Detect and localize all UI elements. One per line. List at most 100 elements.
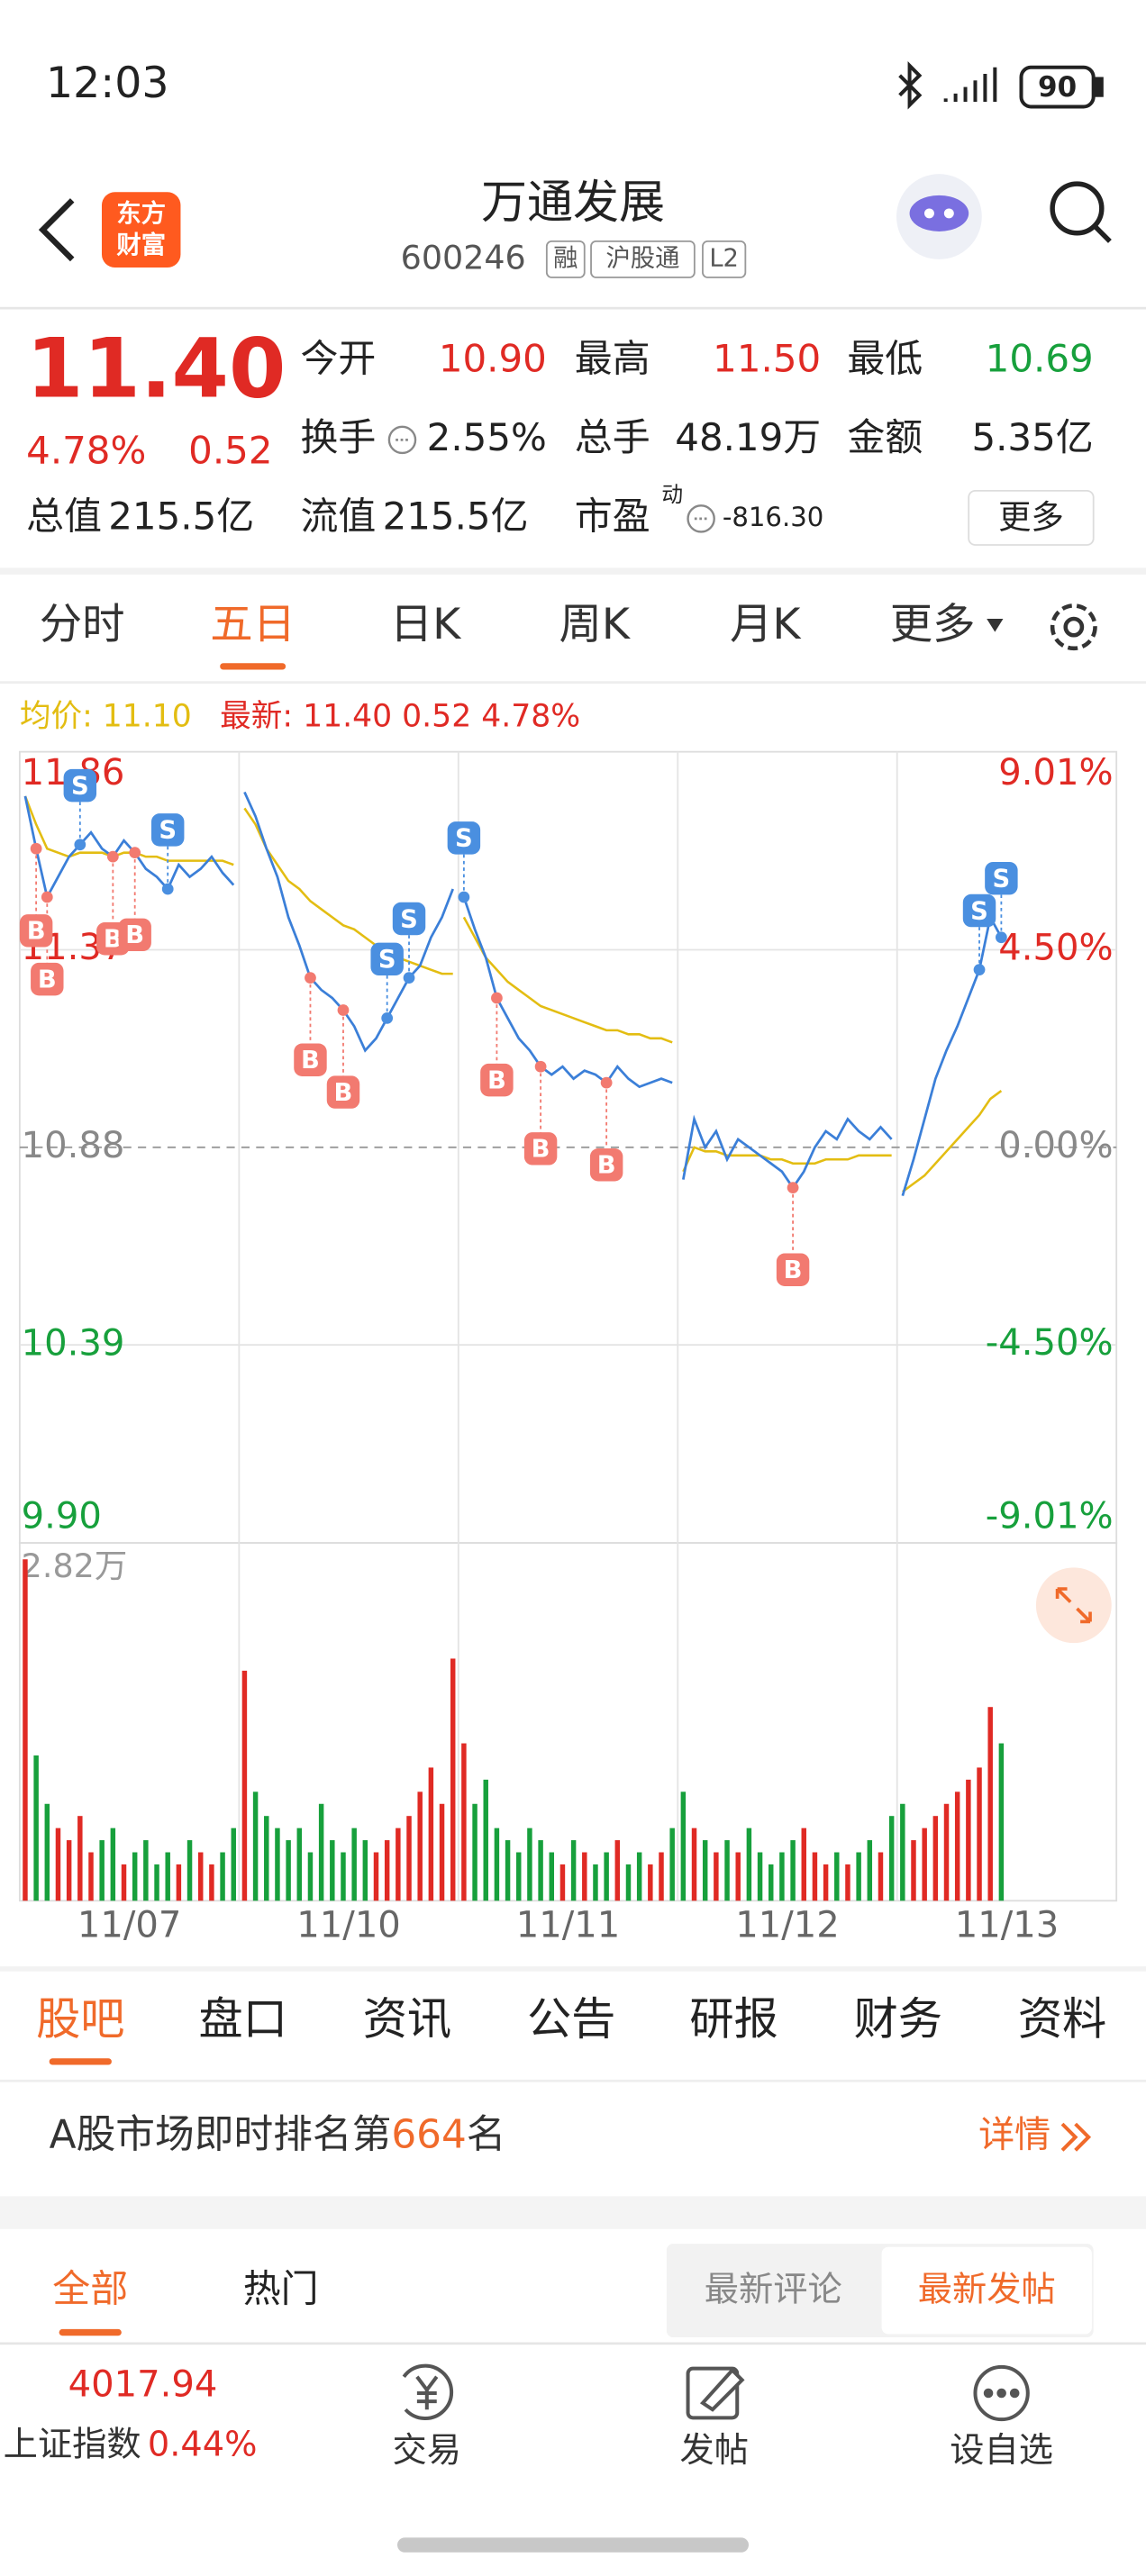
section-tab[interactable]: 股吧: [36, 1993, 124, 2045]
volume-bar: [801, 1828, 806, 1901]
volume-bar: [966, 1779, 971, 1901]
dropdown-arrow: [987, 619, 1004, 632]
back-button[interactable]: [38, 198, 75, 262]
status-icons: [898, 61, 1104, 110]
index-value[interactable]: 4017.94: [68, 2364, 218, 2406]
watchlist-dot: [983, 2388, 994, 2399]
expand-button[interactable]: [1035, 1567, 1112, 1644]
search-button[interactable]: [1050, 181, 1112, 243]
volume-bar: [362, 1840, 368, 1901]
index-change: 0.44%: [148, 2424, 258, 2464]
volume-bar: [845, 1864, 850, 1901]
trade-marker: [326, 1075, 360, 1109]
assistant-avatar[interactable]: [896, 174, 982, 259]
toggle-active-bg: [881, 2246, 1092, 2335]
sub-tab[interactable]: 全部: [52, 2267, 128, 2311]
field-label: 换手: [300, 415, 376, 459]
volume-bar: [186, 1840, 193, 1901]
gear-outline: [1050, 603, 1097, 651]
badge: 融: [553, 244, 578, 272]
y2-tick-label: 4.50%: [998, 927, 1113, 968]
section-tab[interactable]: 资料: [1018, 1993, 1106, 2045]
volume-bar: [659, 1852, 664, 1901]
section-tab[interactable]: 公告: [527, 1993, 615, 2045]
volume-bar: [669, 1828, 675, 1901]
field-value: 11.50: [713, 336, 821, 380]
bottom-nav: 交易 发帖 设自选: [393, 2430, 1053, 2471]
expand-bg: [1035, 1567, 1112, 1644]
section-tab[interactable]: 盘口: [199, 1993, 287, 2045]
y-tick-label: 10.39: [22, 1322, 125, 1364]
volume-bar: [55, 1828, 61, 1901]
post-icon-box: [686, 2366, 740, 2420]
volume-bar: [702, 1840, 708, 1901]
volume-bar: [132, 1852, 138, 1901]
field-value: 5.35亿: [971, 415, 1093, 459]
settings-button[interactable]: [1050, 603, 1097, 651]
trade-marker-label: S: [378, 946, 396, 974]
volume-bar: [998, 1743, 1005, 1901]
period-tab[interactable]: 分时: [40, 600, 125, 649]
volume-bar: [604, 1852, 609, 1901]
section-tab[interactable]: 财务: [854, 1993, 942, 2045]
section-tab[interactable]: 研报: [689, 1993, 778, 2045]
trade-marker-dot: [995, 931, 1007, 944]
x-tick-label: 11/13: [955, 1904, 1060, 1946]
period-tab[interactable]: 周K: [559, 600, 631, 649]
toggle-option[interactable]: 最新评论: [705, 2270, 842, 2310]
field-tag: 动: [661, 482, 683, 507]
trade-marker-dot: [600, 1076, 613, 1089]
volume-bar: [888, 1816, 895, 1901]
post-icon: [686, 2366, 745, 2420]
divider: [0, 567, 1146, 575]
period-tab[interactable]: 五日: [210, 600, 296, 649]
field-label: 市盈: [575, 494, 650, 538]
index-info[interactable]: 上证指数 0.44%: [4, 2424, 258, 2464]
section-tab[interactable]: 资讯: [363, 1993, 451, 2045]
field-value: 10.90: [439, 336, 547, 380]
y2-tick-label: 0.00%: [998, 1125, 1113, 1166]
volume-bar: [66, 1840, 72, 1901]
trade-marker: [480, 1063, 514, 1097]
period-tab[interactable]: 更多: [890, 600, 976, 649]
volume-bar: [472, 1803, 478, 1901]
period-tab[interactable]: 月K: [730, 600, 802, 649]
volume-bar: [878, 1852, 884, 1901]
price-line: [901, 913, 1003, 1196]
quote-fields: 今开 10.90 最高 11.50 最低 10.69 换手 2.55% 总手 48.19万 金额 5.…: [26, 336, 1094, 538]
badge: 沪股通: [605, 244, 679, 272]
volume-bar: [77, 1816, 83, 1901]
trade-marker: [392, 902, 426, 936]
field-value: -816.30: [723, 502, 823, 532]
sub-tab[interactable]: 热门: [243, 2267, 319, 2311]
legend-avg: 均价: 11.10: [20, 698, 192, 734]
badge-box: [590, 240, 696, 278]
nav-item[interactable]: 设自选: [950, 2430, 1053, 2471]
trade-marker-label: S: [159, 817, 177, 845]
rank-details-link[interactable]: 详情: [978, 2115, 1050, 2156]
toggle-option[interactable]: 最新发帖: [918, 2270, 1056, 2310]
field-label: 总手: [575, 415, 650, 459]
volume-bar: [538, 1840, 543, 1901]
nav-item[interactable]: 发帖: [679, 2430, 748, 2471]
nav-item[interactable]: 交易: [393, 2430, 461, 2471]
field-label: 流值: [300, 494, 376, 538]
watchlist-dot: [996, 2388, 1006, 2399]
volume-bar: [527, 1828, 532, 1901]
trade-marker-dot: [41, 891, 53, 903]
logo[interactable]: [101, 192, 181, 268]
volume-bar: [307, 1852, 314, 1901]
y-tick-label: 9.90: [22, 1496, 102, 1537]
volume-bar: [614, 1840, 621, 1901]
more-button[interactable]: [968, 489, 1095, 546]
volume-bar: [143, 1840, 149, 1901]
badge: L2: [709, 244, 739, 272]
x-tick-label: 11/11: [516, 1904, 621, 1946]
trade-marker: [962, 893, 996, 928]
volume-bar: [121, 1864, 127, 1901]
volume-bar: [900, 1803, 905, 1901]
info-icon: [687, 504, 715, 533]
period-tab[interactable]: 日K: [390, 600, 462, 649]
